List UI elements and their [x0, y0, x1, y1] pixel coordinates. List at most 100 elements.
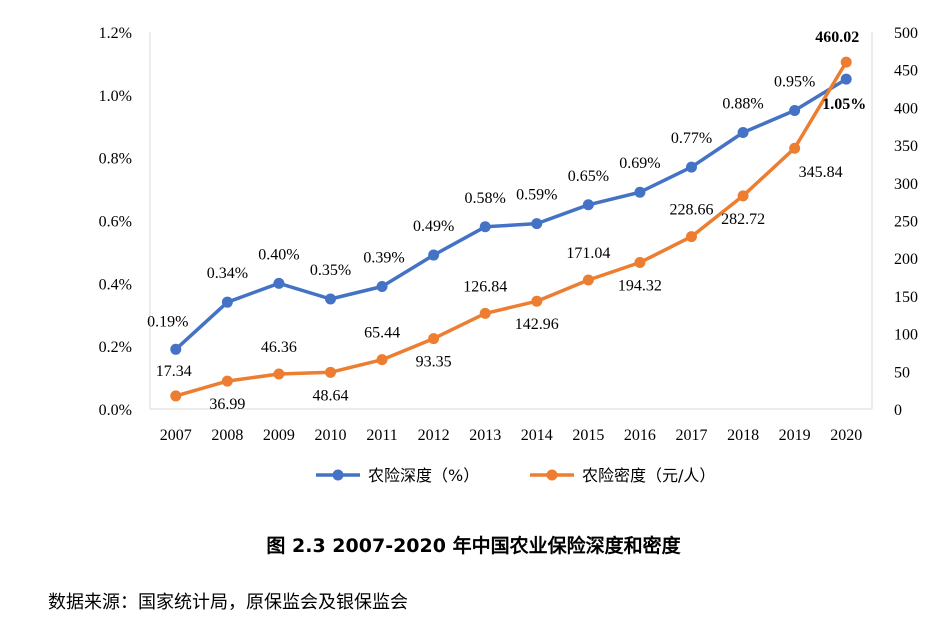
depth-data-label: 0.40% [258, 246, 299, 263]
depth-point [737, 127, 749, 139]
density-point [221, 375, 233, 387]
depth-data-label: 0.77% [671, 130, 712, 147]
density-point [840, 56, 852, 68]
density-point [479, 307, 491, 319]
x-tick-label: 2011 [366, 427, 397, 444]
legend-depth-label: 农险深度（%） [368, 466, 479, 485]
density-data-label: 17.34 [156, 363, 192, 380]
chart: 0.0% 0.2% 0.4% 0.6% 0.8% 1.0% 1.2% 0 50 100 150 200… [99, 25, 918, 485]
y-right-tick-label: 350 [894, 138, 918, 155]
x-tick-label: 2013 [469, 427, 501, 444]
y-left-tick-label: 1.2% [99, 25, 132, 42]
legend-density-swatch-marker [546, 469, 558, 481]
depth-point [531, 218, 543, 230]
density-point [789, 142, 801, 154]
x-tick-label: 2017 [676, 427, 708, 444]
y-right-tick-label: 100 [894, 327, 918, 344]
depth-point [221, 296, 233, 308]
density-point [634, 256, 646, 268]
depth-data-label: 0.34% [207, 265, 248, 282]
x-tick-label: 2012 [418, 427, 450, 444]
x-tick-label: 2007 [160, 427, 192, 444]
x-tick-label: 2009 [263, 427, 295, 444]
legend-depth-swatch-marker [332, 469, 344, 481]
y-left-tick-label: 0.6% [99, 214, 132, 231]
y-right-tick-label: 500 [894, 25, 918, 42]
density-point [325, 366, 336, 378]
density-point [376, 354, 388, 366]
depth-series-line [174, 77, 848, 351]
density-data-label: 126.84 [463, 278, 507, 295]
y-right-tick-label: 200 [894, 251, 918, 268]
density-data-label: 93.35 [416, 354, 452, 371]
axes: 0.0% 0.2% 0.4% 0.6% 0.8% 1.0% 1.2% 0 50 100 150 200… [99, 25, 918, 444]
density-point [737, 190, 749, 202]
x-tick-label: 2020 [830, 427, 862, 444]
density-point [428, 333, 440, 345]
depth-point [479, 221, 491, 233]
x-tick-label: 2016 [624, 427, 656, 444]
x-tick-label: 2018 [727, 427, 759, 444]
y-right-tick-label: 450 [894, 63, 918, 80]
depth-data-label: 0.65% [568, 168, 609, 185]
density-data-label: 282.72 [721, 211, 765, 228]
density-data-label: 228.66 [670, 202, 714, 219]
depth-data-label: 0.19% [147, 313, 188, 330]
depth-point [170, 343, 182, 355]
depth-data-label: 0.95% [774, 74, 815, 91]
density-data-label: 48.64 [313, 387, 349, 404]
depth-data-label: 0.58% [465, 190, 506, 207]
y-left-tick-label: 1.0% [99, 88, 132, 105]
series-points [170, 56, 852, 402]
depth-point [428, 249, 440, 261]
data-source-note: 数据来源：国家统计局，原保监会及银保监会 [48, 592, 408, 613]
y-left-tick-label: 0.8% [99, 151, 132, 168]
y-right-tick-label: 50 [894, 364, 910, 381]
y-right-tick-label: 250 [894, 214, 918, 231]
depth-point [273, 277, 285, 289]
y-right-tick-label: 300 [894, 176, 918, 193]
y-left-tick-label: 0.2% [99, 339, 132, 356]
density-data-label: 36.99 [209, 396, 245, 413]
figure-caption: 图 2.3 2007-2020 年中国农业保险深度和密度 [266, 535, 681, 557]
y-left-tick-label: 0.0% [99, 402, 132, 419]
data-labels: 0.19% 0.34% 0.40% 0.35% 0.39% 0.49% 0.58% 0.59%… [147, 29, 866, 413]
x-tick-label: 2015 [572, 427, 604, 444]
density-point [686, 231, 697, 243]
depth-point [840, 73, 852, 85]
x-tick-label: 2019 [779, 427, 811, 444]
y-right-tick-label: 400 [894, 100, 918, 117]
density-data-label: 65.44 [364, 325, 400, 342]
depth-data-label: 0.69% [619, 155, 660, 172]
depth-data-label: 0.59% [516, 187, 557, 204]
legend-density-label: 农险密度（元/人） [582, 466, 715, 485]
depth-point [376, 280, 388, 292]
y-right-tick-label: 150 [894, 289, 918, 306]
y-right-tick-label: 0 [894, 402, 902, 419]
density-data-label: 46.36 [261, 339, 297, 356]
depth-data-label: 0.88% [722, 96, 763, 113]
depth-point [634, 186, 646, 198]
density-data-label: 345.84 [799, 164, 843, 181]
series-lines [174, 61, 848, 398]
density-data-label: 142.96 [515, 316, 559, 333]
density-series-line [175, 61, 848, 398]
density-data-label: 460.02 [815, 29, 859, 46]
density-point [170, 390, 182, 402]
depth-data-label: 1.05% [822, 96, 866, 113]
depth-point [789, 105, 801, 117]
depth-point [582, 199, 594, 211]
depth-point [325, 293, 336, 305]
depth-data-label: 0.39% [363, 249, 404, 266]
density-data-label: 194.32 [618, 277, 662, 294]
x-tick-label: 2010 [315, 427, 347, 444]
density-point [531, 295, 543, 307]
depth-data-label: 0.35% [310, 262, 351, 279]
depth-data-label: 0.49% [413, 218, 454, 235]
x-tick-label: 2014 [521, 427, 553, 444]
legend: 农险深度（%） 农险密度（元/人） [316, 466, 715, 485]
density-point [273, 368, 285, 380]
density-data-label: 171.04 [566, 245, 610, 262]
depth-point [686, 161, 697, 173]
y-left-tick-label: 0.4% [99, 276, 132, 293]
